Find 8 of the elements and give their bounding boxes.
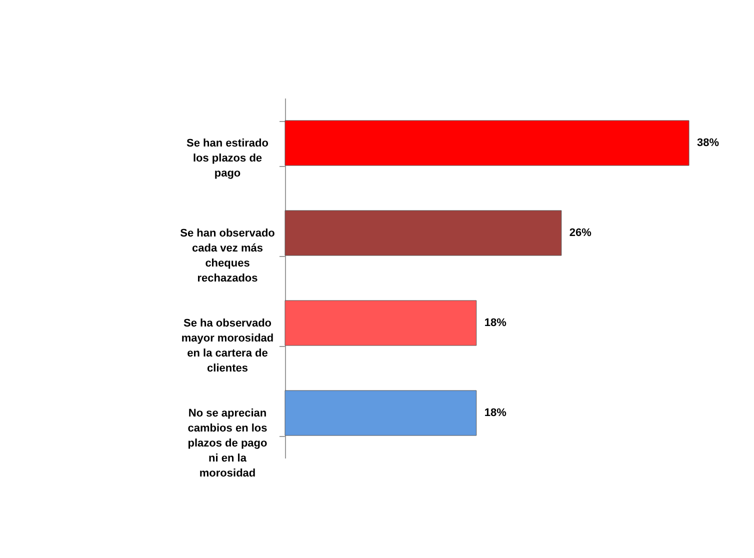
y-tick-label: No se aprecian cambios en los plazos de pago ni en la morosidad bbox=[188, 408, 268, 480]
data-label: 18% bbox=[484, 317, 507, 329]
data-label: 38% bbox=[697, 137, 720, 149]
y-tick-label: Se ha observado mayor morosidad en la cartera de clientes bbox=[181, 318, 274, 374]
data-label: 26% bbox=[569, 227, 592, 239]
y-tick-label: Se han estirado los plazos de pago bbox=[186, 138, 269, 180]
data-label: 18% bbox=[484, 407, 507, 419]
y-tick-label: Se han observado cada vez más cheques rechazados bbox=[180, 228, 276, 284]
